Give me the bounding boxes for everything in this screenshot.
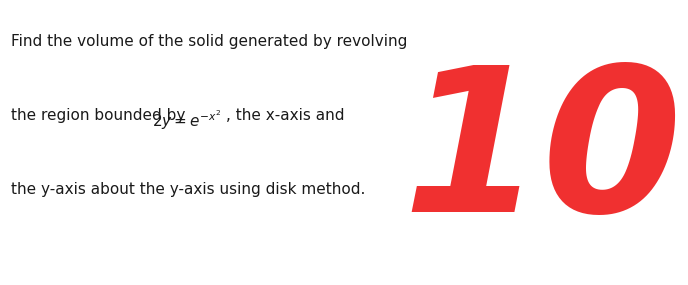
Text: 10: 10 — [402, 59, 683, 254]
Text: , the x-axis and: , the x-axis and — [226, 108, 345, 123]
Text: $2y = e^{-x^2}$: $2y = e^{-x^2}$ — [152, 108, 221, 132]
Text: Find the volume of the solid generated by revolving: Find the volume of the solid generated b… — [11, 34, 407, 49]
Text: the region bounded by: the region bounded by — [11, 108, 191, 123]
Text: the y-axis about the y-axis using disk method.: the y-axis about the y-axis using disk m… — [11, 182, 365, 198]
